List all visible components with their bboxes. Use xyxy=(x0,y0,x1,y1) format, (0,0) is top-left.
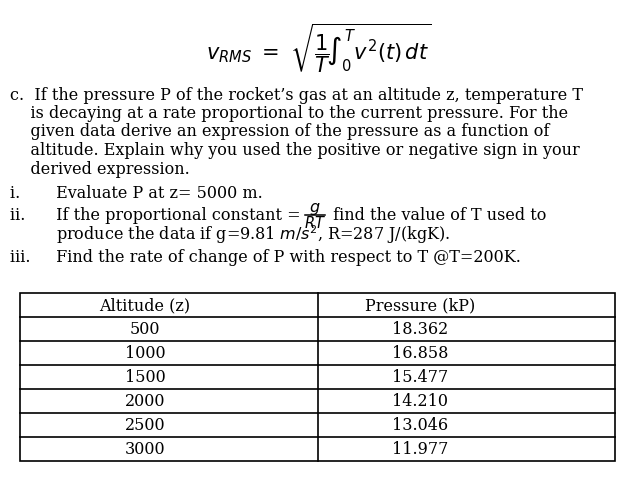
Text: 18.362: 18.362 xyxy=(392,320,448,337)
Text: c.  If the pressure P of the rocket’s gas at an altitude z, temperature T: c. If the pressure P of the rocket’s gas… xyxy=(10,86,583,103)
Text: i.       Evaluate P at z= 5000 m.: i. Evaluate P at z= 5000 m. xyxy=(10,185,262,201)
Text: $RT$: $RT$ xyxy=(304,214,326,230)
Text: 13.046: 13.046 xyxy=(392,416,448,433)
Text: derived expression.: derived expression. xyxy=(10,160,190,177)
Text: 500: 500 xyxy=(130,320,161,337)
Text: 16.858: 16.858 xyxy=(392,344,448,361)
Text: produce the data if g=9.81 $m/s^2$, R=287 J/(kgK).: produce the data if g=9.81 $m/s^2$, R=28… xyxy=(56,223,450,245)
Text: Pressure (kP): Pressure (kP) xyxy=(365,297,475,313)
Text: 14.210: 14.210 xyxy=(392,392,448,409)
Text: 15.477: 15.477 xyxy=(392,368,448,385)
Text: 2000: 2000 xyxy=(125,392,165,409)
Text: Altitude (z): Altitude (z) xyxy=(99,297,190,313)
Text: $g$: $g$ xyxy=(309,200,320,216)
Text: ii.      If the proportional constant =: ii. If the proportional constant = xyxy=(10,207,306,224)
Bar xyxy=(20,293,615,460)
Text: 1500: 1500 xyxy=(125,368,166,385)
Text: 2500: 2500 xyxy=(125,416,166,433)
Text: 11.977: 11.977 xyxy=(392,440,448,457)
Text: 1000: 1000 xyxy=(125,344,166,361)
Text: $v_{RMS}\ =\ \sqrt{\dfrac{1}{T}\!\int_0^T v^2(t)\,dt}$: $v_{RMS}\ =\ \sqrt{\dfrac{1}{T}\!\int_0^… xyxy=(206,21,431,75)
Text: given data derive an expression of the pressure as a function of: given data derive an expression of the p… xyxy=(10,123,549,140)
Text: find the value of T used to: find the value of T used to xyxy=(328,207,546,224)
Text: is decaying at a rate proportional to the current pressure. For the: is decaying at a rate proportional to th… xyxy=(10,105,568,122)
Text: iii.     Find the rate of change of P with respect to T @T=200K.: iii. Find the rate of change of P with r… xyxy=(10,248,521,265)
Text: altitude. Explain why you used the positive or negative sign in your: altitude. Explain why you used the posit… xyxy=(10,142,580,159)
Text: 3000: 3000 xyxy=(125,440,166,457)
